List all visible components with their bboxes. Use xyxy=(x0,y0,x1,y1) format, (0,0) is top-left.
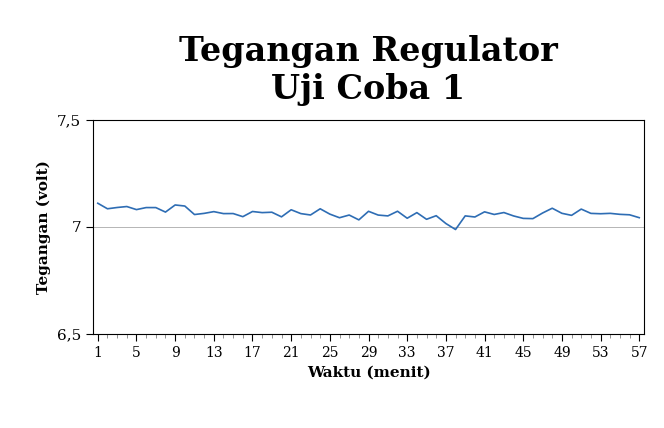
Y-axis label: Tegangan (volt): Tegangan (volt) xyxy=(37,160,51,294)
X-axis label: Waktu (menit): Waktu (menit) xyxy=(307,365,430,379)
Title: Tegangan Regulator
Uji Coba 1: Tegangan Regulator Uji Coba 1 xyxy=(179,35,558,106)
